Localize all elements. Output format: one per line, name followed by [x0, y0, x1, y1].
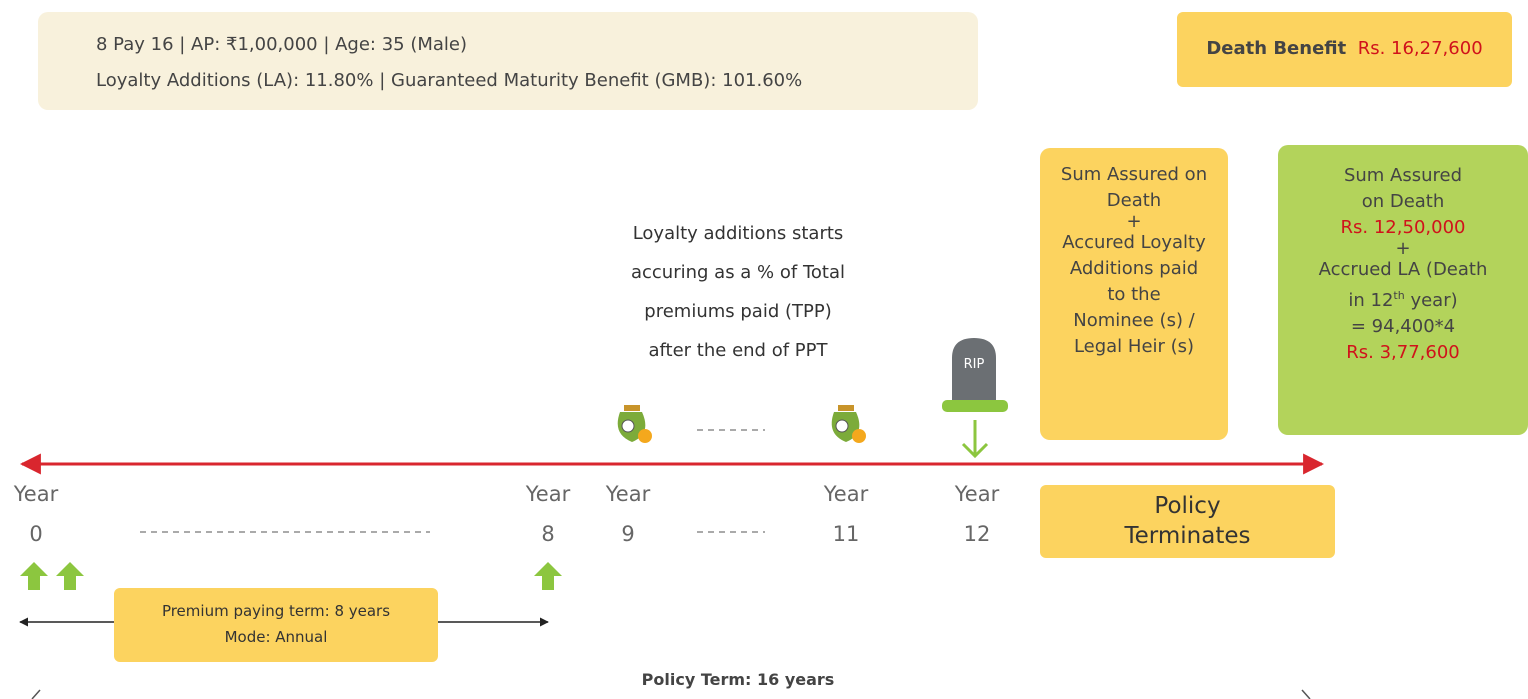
amount: Rs. 3,77,600: [1346, 342, 1460, 363]
year-label: Year: [605, 482, 651, 506]
info-line: 8 Pay 16 | AP: ₹1,00,000 | Age: 35 (Male…: [96, 34, 468, 55]
info-box: 8 Pay 16 | AP: ₹1,00,000 | Age: 35 (Male…: [38, 12, 978, 110]
text: Mode: Annual: [224, 628, 328, 646]
year-label: Year: [954, 482, 1000, 506]
text: to the: [1107, 284, 1161, 305]
text: Legal Heir (s): [1073, 336, 1195, 357]
year-label: Year: [525, 482, 571, 506]
up-arrows: [20, 562, 562, 590]
text: Death: [1106, 190, 1162, 211]
text: year): [1404, 290, 1458, 311]
text: in 12: [1348, 290, 1394, 311]
text: +: [1395, 238, 1411, 259]
year-number: 8: [541, 522, 555, 546]
year-label: Year: [13, 482, 59, 506]
text: Terminates: [1124, 523, 1251, 549]
year-number: 9: [621, 522, 635, 546]
year-number: 0: [29, 522, 43, 546]
term-arrow: [31, 689, 1311, 699]
rip: RIP: [964, 357, 985, 372]
year-label: Year: [823, 482, 869, 506]
text: Accured Loyalty: [1062, 232, 1206, 253]
death-benefit-box: Death Benefit Rs. 16,27,600: [1177, 12, 1512, 87]
text: Sum Assured on: [1060, 164, 1208, 185]
text: after the end of PPT: [648, 340, 828, 361]
text: +: [1126, 211, 1142, 232]
text: Nominee (s) /: [1073, 310, 1195, 331]
superscript: th: [1393, 289, 1405, 302]
amount: Rs. 12,50,000: [1340, 217, 1466, 238]
text: = 94,400*4: [1350, 316, 1456, 337]
text: Loyalty additions starts: [632, 223, 844, 244]
text: accuring as a % of Total: [630, 262, 845, 283]
text: premiums paid (TPP): [644, 301, 832, 322]
year-number: 12: [963, 522, 991, 546]
text: Accrued LA (Death: [1318, 259, 1488, 280]
text: Policy: [1154, 493, 1221, 519]
text: Additions paid: [1069, 258, 1199, 279]
terminates-box: Policy Terminates: [1040, 485, 1335, 558]
tombstone: [942, 338, 1008, 459]
money-bag: [617, 405, 866, 443]
green-box: Sum Assured on Death Rs. 12,50,000 + Acc…: [1278, 145, 1528, 435]
loyalty-note: Loyalty additions starts accuring as a % …: [580, 214, 896, 370]
text: on Death: [1361, 191, 1445, 212]
info-line: Loyalty Additions (LA): 11.80% | Guarant…: [96, 70, 803, 91]
premium-box: Premium paying term: 8 years Mode: Annual: [114, 588, 438, 662]
text: Premium paying term: 8 years: [161, 602, 391, 620]
policy-term: Policy Term: 16 years: [641, 670, 835, 689]
death-benefit-value: Rs. 16,27,600: [1357, 38, 1483, 59]
year-number: 11: [832, 522, 860, 546]
sum-assured-box: Sum Assured on Death + Accured Loyalty Addit…: [1040, 148, 1228, 440]
text: Sum Assured: [1343, 165, 1463, 186]
death-benefit-label: Death Benefit: [1206, 38, 1347, 59]
